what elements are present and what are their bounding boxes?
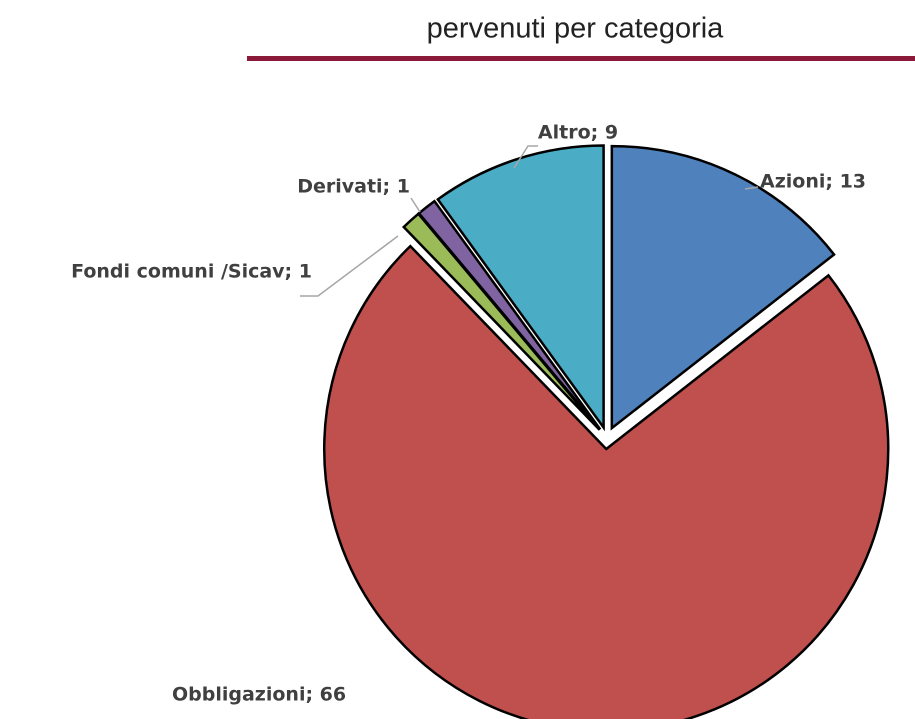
data-label: Derivati; 1 xyxy=(297,176,410,198)
pie-slice xyxy=(610,144,836,431)
pie-slice xyxy=(417,199,602,431)
leader-line xyxy=(744,186,759,190)
chart-title: pervenuti per categoria xyxy=(427,13,724,45)
data-label: Obbligazioni; 66 xyxy=(172,684,346,706)
pie-slice xyxy=(322,244,890,719)
leader-line xyxy=(300,235,399,297)
pie-slice xyxy=(436,144,605,432)
data-label: Fondi comuni /Sicav; 1 xyxy=(71,261,312,283)
title-rule xyxy=(247,56,915,61)
data-label: Altro; 9 xyxy=(538,122,618,144)
leader-line xyxy=(513,145,538,169)
leader-line xyxy=(410,197,421,213)
data-label: Azioni; 13 xyxy=(760,171,866,193)
